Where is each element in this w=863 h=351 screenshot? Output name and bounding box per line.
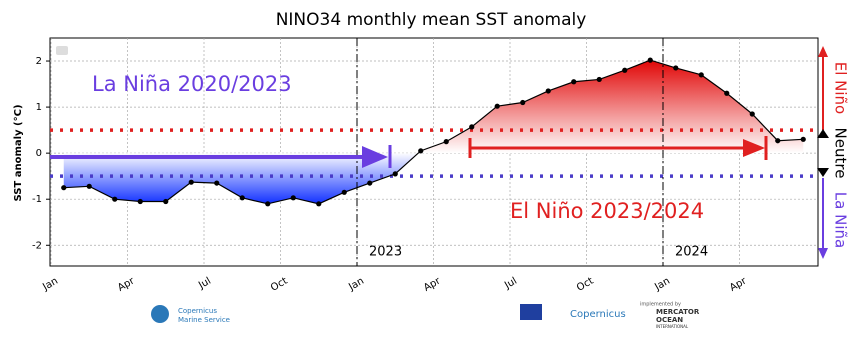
- year-label: 2024: [675, 245, 708, 260]
- point: [86, 183, 92, 189]
- x-tick-label: Jan: [40, 276, 60, 294]
- point: [647, 57, 653, 63]
- point: [571, 79, 577, 85]
- point: [61, 185, 67, 191]
- annotation: El Niño 2023/2024: [510, 199, 704, 223]
- point: [724, 90, 730, 96]
- arrow-head: [743, 139, 765, 157]
- logo: [520, 304, 542, 320]
- point: [622, 67, 628, 73]
- x-tick-label: Jul: [502, 276, 519, 292]
- chart-title: NINO34 monthly mean SST anomaly: [276, 10, 587, 30]
- point: [545, 88, 551, 94]
- point: [775, 138, 781, 144]
- footer-text: Copernicus: [570, 309, 626, 320]
- point: [316, 201, 322, 207]
- footer-text: OCEAN: [656, 316, 683, 324]
- point: [290, 195, 296, 201]
- point: [239, 195, 245, 201]
- point: [188, 179, 194, 185]
- point: [341, 189, 347, 195]
- point: [520, 99, 526, 106]
- x-tick-label: Apr: [116, 275, 137, 294]
- x-tick-label: Apr: [422, 275, 443, 294]
- footer-text: INTERNATIONAL: [656, 324, 689, 329]
- point: [596, 76, 602, 83]
- line: [63, 59, 804, 205]
- y-axis-label: SST anomaly (°C): [13, 104, 24, 201]
- point: [494, 103, 500, 109]
- point: [443, 139, 449, 145]
- point: [392, 171, 398, 177]
- point: [367, 180, 373, 186]
- point: [418, 148, 424, 154]
- x-tick-label: Oct: [269, 276, 290, 294]
- x-tick-label: Jan: [652, 276, 672, 294]
- point: [749, 111, 755, 117]
- point: [265, 201, 271, 207]
- y-tick-label: -2: [32, 240, 42, 251]
- point: [673, 65, 679, 71]
- point: [137, 198, 143, 205]
- footer-text: implemented by: [640, 302, 681, 308]
- phase-arrow: [818, 46, 828, 57]
- footer-text: MERCATOR: [656, 308, 700, 316]
- y-tick-label: 2: [36, 56, 42, 67]
- y-tick-label: -1: [32, 194, 42, 205]
- y-tick-label: 0: [36, 148, 42, 159]
- point: [112, 196, 118, 202]
- x-tick-label: Oct: [575, 276, 596, 294]
- point: [698, 72, 704, 78]
- area: [63, 60, 804, 204]
- plot-frame: [49, 37, 819, 267]
- point: [163, 198, 169, 205]
- footer-text: Marine Service: [178, 316, 230, 324]
- point: [800, 136, 806, 142]
- x-tick-label: Jul: [196, 276, 213, 292]
- footer-text: Copernicus: [178, 307, 217, 315]
- annotation: La Niña 2020/2023: [92, 72, 292, 96]
- point: [214, 180, 220, 186]
- legend-box: [56, 46, 68, 55]
- x-tick-label: Jan: [346, 276, 366, 294]
- phase-label: Neutre: [832, 128, 850, 179]
- logo: [151, 305, 169, 323]
- point: [469, 124, 475, 130]
- x-tick-label: Apr: [728, 275, 749, 294]
- phase-label: El Niño: [832, 62, 850, 115]
- year-label: 2023: [369, 245, 402, 260]
- arrow-head: [362, 146, 388, 168]
- phase-arrow: [818, 248, 828, 259]
- phase-arrow: [817, 168, 829, 177]
- y-tick-label: 1: [36, 102, 42, 113]
- phase-arrow: [817, 129, 829, 138]
- phase-label: La Niña: [832, 192, 850, 248]
